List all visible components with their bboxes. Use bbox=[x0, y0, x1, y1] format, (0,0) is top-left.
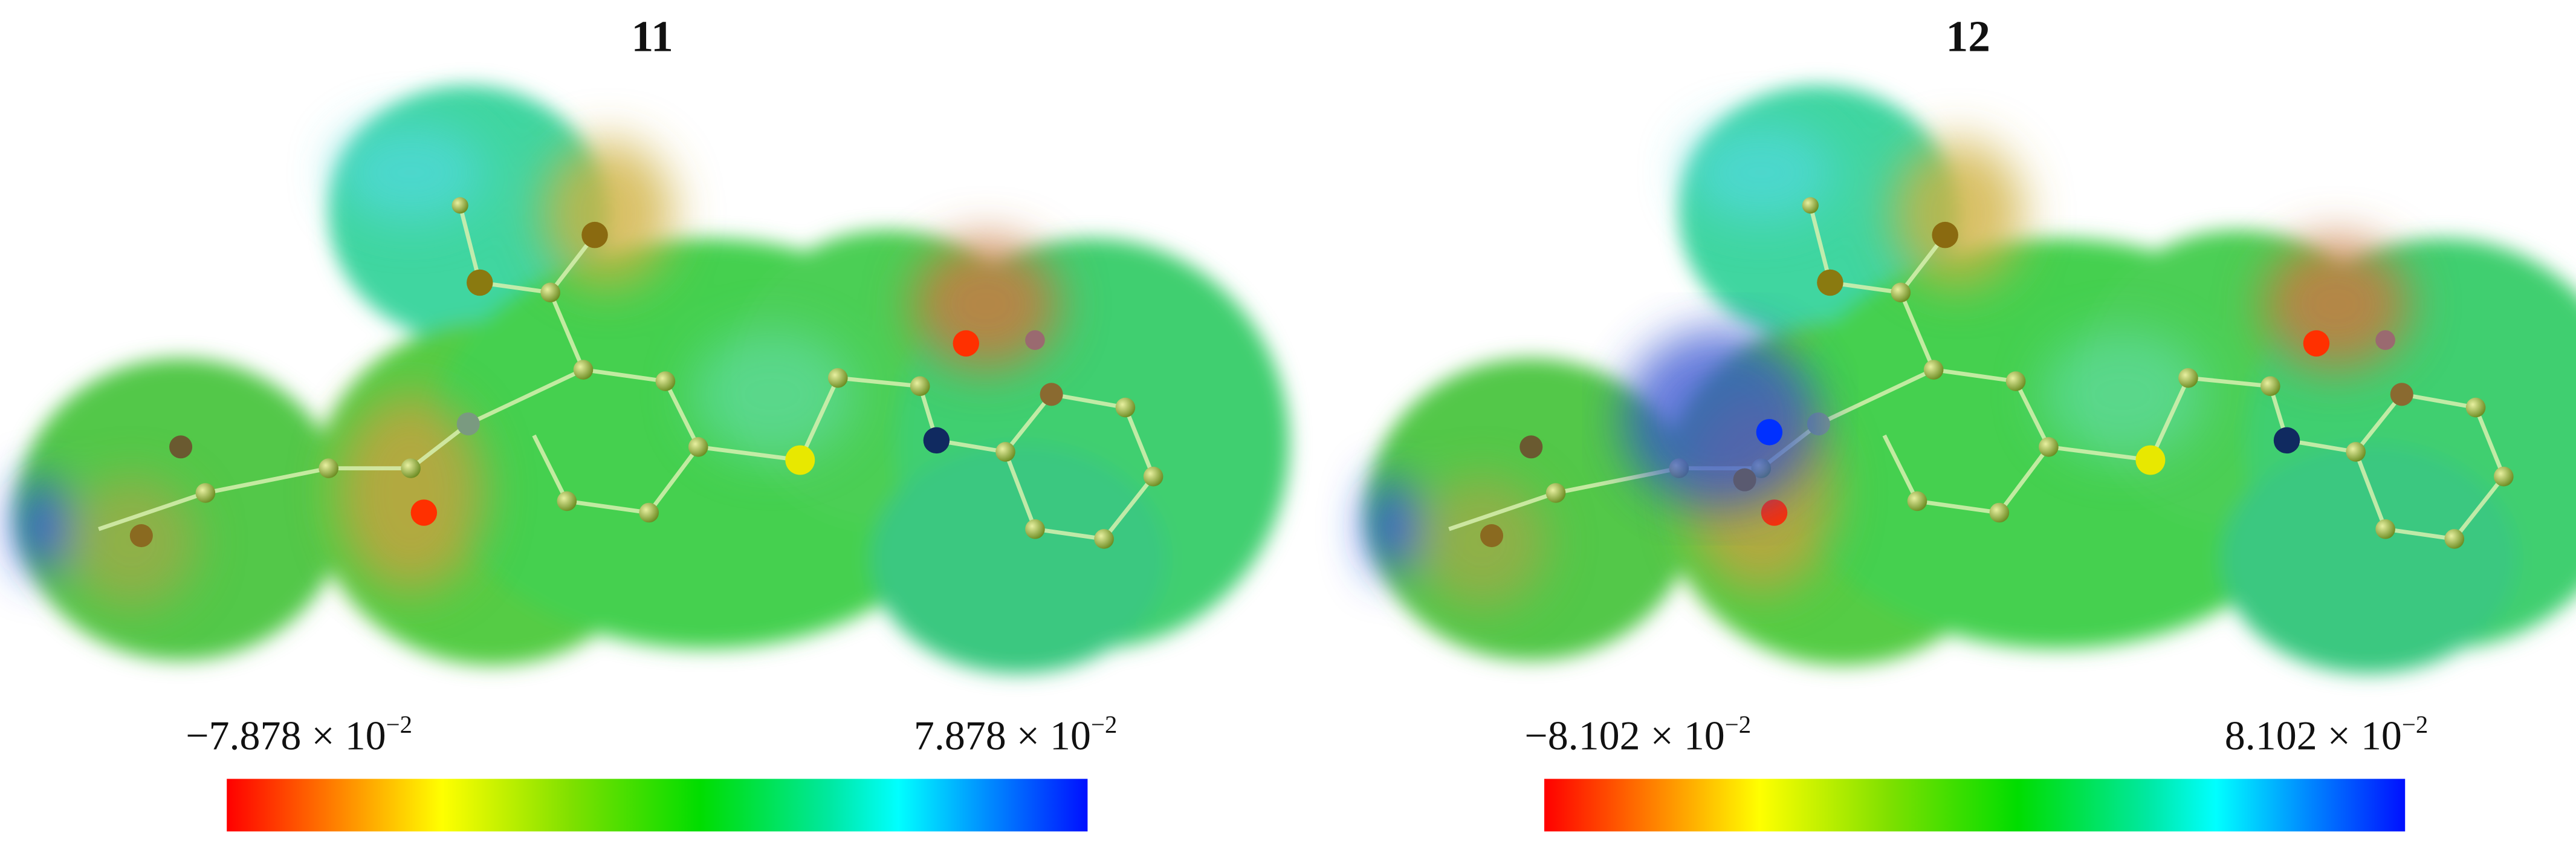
esp-region bbox=[1621, 328, 1819, 510]
color-bar bbox=[227, 779, 1088, 832]
esp-surface bbox=[1367, 85, 2576, 673]
esp-surface bbox=[16, 85, 1289, 673]
panel: 12 −8.102 × 10−2 8.102 × 10−2 bbox=[1367, 11, 2576, 832]
panel-title: 11 bbox=[631, 11, 673, 60]
color-bar bbox=[1544, 779, 2406, 832]
scale-exponent: −2 bbox=[1725, 711, 1751, 738]
scale-min-label: −8.102 × 10−2 bbox=[1524, 711, 1751, 758]
atom bbox=[1756, 419, 1783, 446]
scale-text: 7.878 × 10 bbox=[914, 712, 1091, 758]
scale-max-label: 7.878 × 10−2 bbox=[914, 711, 1117, 758]
atom bbox=[1733, 468, 1756, 492]
panel: 11 −7.878 × 10−2 7.878 × 10−2 bbox=[16, 11, 1289, 832]
scale-min-label: −7.878 × 10−2 bbox=[186, 711, 412, 758]
panel-title: 12 bbox=[1946, 11, 1990, 60]
scale-exponent: −2 bbox=[386, 711, 412, 738]
esp-surface-group bbox=[1367, 85, 2576, 673]
scale-text: 8.102 × 10 bbox=[2225, 712, 2402, 758]
scale-exponent: −2 bbox=[1091, 711, 1117, 738]
scale-text: −8.102 × 10 bbox=[1524, 712, 1724, 758]
scale-exponent: −2 bbox=[2402, 711, 2428, 738]
scale-text: −7.878 × 10 bbox=[186, 712, 386, 758]
scale-max-label: 8.102 × 10−2 bbox=[2225, 711, 2428, 758]
